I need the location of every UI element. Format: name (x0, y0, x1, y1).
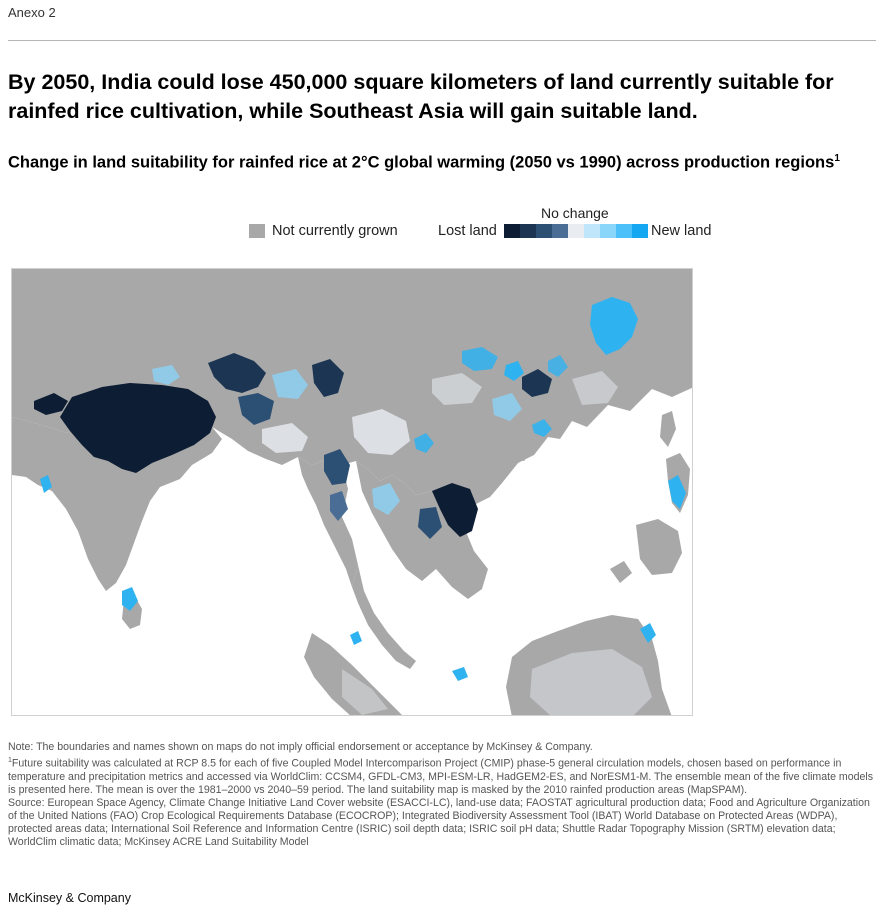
footnote-text: Future suitability was calculated at RCP… (8, 757, 874, 796)
legend-ramp-swatch (568, 224, 584, 238)
brand-name: McKinsey & Company (8, 891, 131, 905)
footnote-1: 1Future suitability was calculated at RC… (8, 754, 878, 797)
top-divider (8, 40, 876, 41)
subtitle-text: Change in land suitability for rainfed r… (8, 153, 835, 172)
map-note: Note: The boundaries and names shown on … (8, 741, 593, 753)
legend-ramp-swatch (552, 224, 568, 238)
legend-lost-label: Lost land (438, 223, 497, 239)
legend-no-change-label: No change (541, 205, 609, 221)
footnote-mark: 1 (8, 757, 12, 765)
subtitle: Change in land suitability for rainfed r… (8, 148, 868, 174)
legend-color-ramp (504, 224, 648, 238)
legend-not-grown-label: Not currently grown (272, 223, 398, 239)
legend-new-label: New land (651, 223, 712, 239)
subtitle-footnote-mark: 1 (834, 153, 840, 164)
suitability-map (11, 268, 693, 716)
legend-not-grown-swatch (249, 224, 265, 238)
legend-ramp-swatch (504, 224, 520, 238)
exhibit-label: Anexo 2 (8, 5, 56, 20)
map-land (12, 269, 692, 715)
map-no-change (262, 371, 652, 715)
footnotes: Note: The boundaries and names shown on … (8, 741, 878, 849)
legend-ramp-swatch (616, 224, 632, 238)
legend-ramp-swatch (536, 224, 552, 238)
map-mild-change (152, 365, 522, 515)
headline: By 2050, India could lose 450,000 square… (8, 70, 834, 123)
map-lost-land (34, 353, 552, 539)
legend-ramp-swatch (520, 224, 536, 238)
map-new-land (40, 297, 686, 681)
legend-ramp-swatch (584, 224, 600, 238)
legend-ramp-swatch (632, 224, 648, 238)
legend-ramp-swatch (600, 224, 616, 238)
source-note: Source: European Space Agency, Climate C… (8, 796, 870, 849)
map-svg (12, 269, 692, 715)
